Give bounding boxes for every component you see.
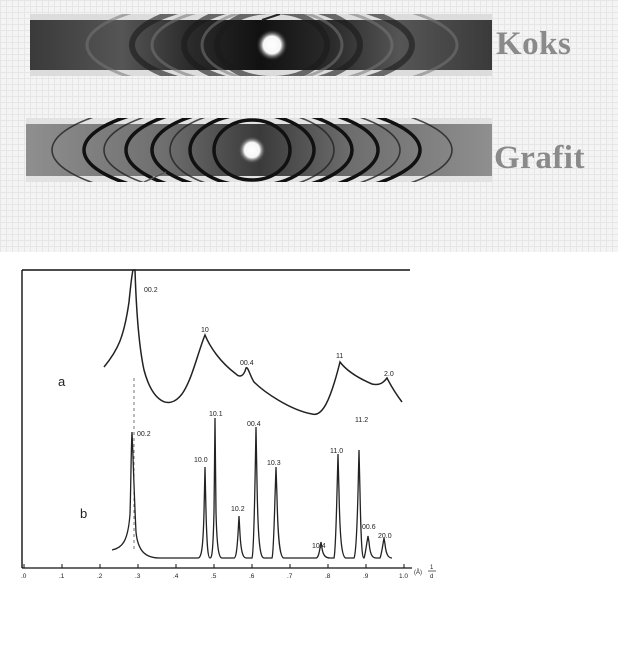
- x-tick-label: .6: [249, 573, 255, 580]
- diffraction-diagram: a b 00.2 10 00.4 11 2.0 00.2 10.0 10.1 1…: [0, 252, 618, 645]
- peak-label-a-004: 00.4: [240, 360, 254, 367]
- x-tick-label: .3: [135, 573, 141, 580]
- peak-label-b-006: 00.6: [362, 524, 376, 531]
- grafit-diffraction-image: [26, 118, 492, 182]
- x-axis-ticks: [23, 564, 405, 568]
- x-tick-label: .7: [287, 573, 293, 580]
- curve-b-label: b: [80, 506, 87, 521]
- x-tick-label: .5: [211, 573, 217, 580]
- peak-label-b-103: 10.3: [267, 460, 281, 467]
- x-tick-label: .0: [21, 573, 27, 580]
- curve-a: [103, 269, 403, 416]
- x-unit-prefix: (Å): [414, 569, 422, 576]
- film-label-koks: Koks: [496, 26, 572, 62]
- x-unit-numerator: 1: [430, 565, 434, 571]
- koks-diffraction-image: [30, 14, 492, 76]
- peak-label-b-112: 11.2: [355, 417, 368, 424]
- grafit-film-strip: [26, 118, 492, 182]
- peak-label-b-100: 10.0: [194, 457, 208, 464]
- peak-label-a-10: 10: [201, 327, 209, 334]
- peak-label-a-11: 11: [336, 353, 343, 360]
- x-tick-label: 1.0: [399, 573, 408, 580]
- koks-film-strip: [30, 14, 492, 76]
- peak-label-b-104: 10.4: [312, 543, 326, 550]
- peak-label-b-200: 20.0: [378, 533, 392, 540]
- x-tick-label: .4: [173, 573, 179, 580]
- curve-a-label: a: [58, 374, 66, 389]
- peak-label-a-002: 00.2: [144, 287, 158, 294]
- x-tick-label: .2: [97, 573, 103, 580]
- x-tick-label: .8: [325, 573, 331, 580]
- x-tick-label: .1: [59, 573, 65, 580]
- x-tick-labels: .0 .1 .2 .3 .4 .5 .6 .7 .8 .9 1.0: [21, 573, 408, 580]
- diffraction-diagram-svg: a b 00.2 10 00.4 11 2.0 00.2 10.0 10.1 1…: [21, 269, 436, 580]
- x-tick-label: .9: [363, 573, 369, 580]
- curve-b: [111, 417, 393, 559]
- film-label-grafit: Grafit: [494, 140, 585, 176]
- peak-label-b-102: 10.2: [231, 506, 245, 513]
- plot-background: [0, 252, 618, 645]
- peak-label-b-002: 00.2: [137, 431, 151, 438]
- x-unit-denominator: d: [430, 574, 433, 580]
- peak-label-b-004: 00.4: [247, 421, 261, 428]
- peak-label-b-110: 11.0: [330, 448, 343, 455]
- peak-label-b-101: 10.1: [209, 411, 223, 418]
- peak-label-a-20: 2.0: [384, 371, 394, 378]
